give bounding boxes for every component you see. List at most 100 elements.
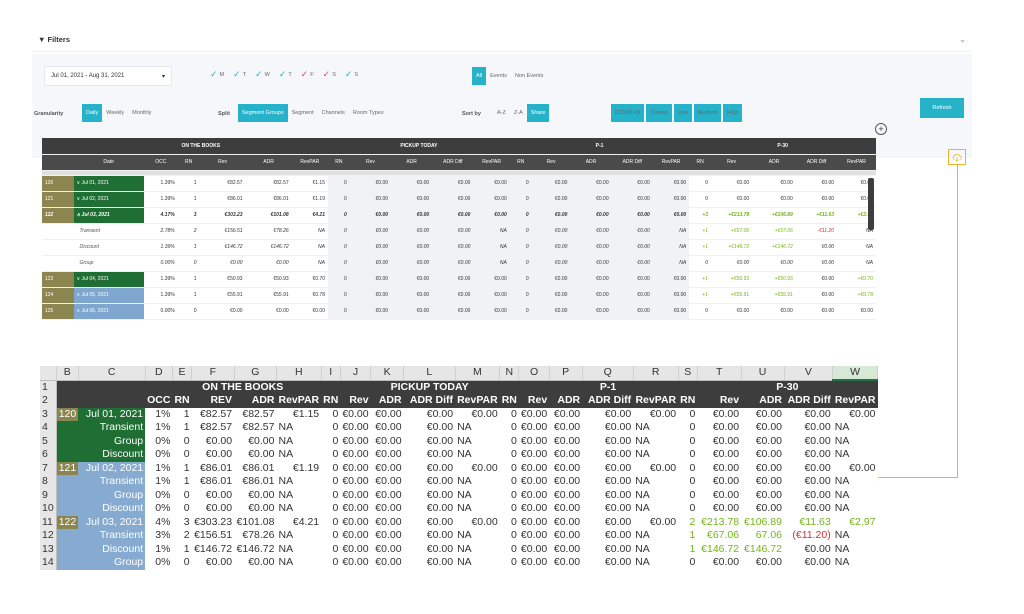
sheet-cell[interactable]: 2 — [689, 515, 696, 528]
row-date[interactable]: ∨ Jul 05, 2021 — [73, 287, 144, 304]
sheet-cell[interactable]: €0.00 — [604, 475, 632, 488]
sheet-cell[interactable]: €0.00 — [604, 556, 632, 569]
sheet-cell[interactable]: 0 — [511, 421, 517, 434]
sheet-cell[interactable]: €4.21 — [292, 515, 320, 528]
sheet-cell[interactable]: €0.00 — [471, 407, 498, 420]
sheet-cell[interactable]: €0.00 — [604, 407, 632, 420]
sheet-cell[interactable]: €0.00 — [205, 488, 233, 501]
sheet-cell[interactable]: 0 — [183, 556, 190, 569]
sheet-cell[interactable]: €0.00 — [712, 488, 740, 501]
sheet-cell[interactable]: 3% — [155, 529, 171, 542]
sheet-cell[interactable]: NA — [278, 475, 294, 488]
sheet-cell[interactable]: €0.00 — [426, 407, 454, 420]
sheet-cell[interactable]: 0 — [689, 448, 696, 461]
sheet-cell[interactable]: €86.01 — [199, 475, 233, 488]
sheet-cell[interactable]: 0 — [511, 475, 517, 488]
sheet-cell[interactable]: NA — [834, 475, 850, 488]
sheet-cell[interactable]: €0.00 — [604, 529, 632, 542]
sheet-cell[interactable]: NA — [834, 542, 850, 555]
sheet-cell[interactable]: 0 — [332, 475, 339, 488]
tag-button[interactable]: COVID-19 — [611, 104, 645, 122]
sheet-cell[interactable]: €0.00 — [471, 461, 498, 474]
sheet-cell[interactable]: 0% — [155, 434, 171, 447]
sheet-cell[interactable]: 0 — [332, 556, 339, 569]
sheet-cell[interactable]: €0.00 — [520, 502, 548, 515]
sheet-cell[interactable]: NA — [834, 448, 850, 461]
row-number[interactable]: 12 — [40, 529, 57, 543]
sheet-row[interactable]: 8 Transient 1% 1 €86.01 €86.01 NA 0 €0.00 €0.00 €0… — [40, 475, 878, 489]
sheet-cell[interactable]: 1 — [183, 461, 190, 474]
column-letter[interactable]: F — [191, 366, 235, 381]
granularity-option[interactable]: Monthly — [132, 110, 152, 116]
row-number[interactable]: 1 — [40, 380, 57, 394]
sheet-cell[interactable]: NA — [278, 488, 294, 501]
sheet-cell[interactable]: €0.00 — [342, 434, 369, 447]
sheet-cell[interactable]: €0.00 — [553, 407, 581, 420]
sheet-cell[interactable]: €0.00 — [604, 421, 632, 434]
sheet-cell[interactable]: 0 — [332, 461, 339, 474]
row-date[interactable]: Discount — [73, 239, 144, 256]
sheet-cell[interactable]: €0.00 — [520, 448, 548, 461]
sheet-cell[interactable]: €67.06 — [706, 529, 740, 542]
sheet-cell[interactable]: €0.00 — [342, 502, 369, 515]
column-letter[interactable]: W — [832, 366, 878, 381]
sheet-cell[interactable]: NA — [278, 502, 294, 515]
grid-column-header[interactable]: ADR Diff — [432, 154, 474, 171]
sheet-cell[interactable]: €106.89 — [744, 515, 782, 528]
sheet-cell[interactable]: €0.00 — [205, 556, 233, 569]
sheet-cell[interactable]: €0.00 — [604, 461, 632, 474]
sheet-cell[interactable]: €0.00 — [553, 515, 581, 528]
row-number[interactable]: 7 — [40, 461, 57, 475]
sheet-cell[interactable]: €0.00 — [604, 502, 632, 515]
grid-column-header[interactable]: RevPAR — [837, 154, 876, 171]
sheet-cell[interactable]: €0.00 — [804, 448, 831, 461]
sheet-cell[interactable]: €0.00 — [342, 488, 369, 501]
grid-row[interactable]: 121 ∨ Jul 02, 2021 1.39% 1 €86.01 €86.01 €1.19… — [42, 191, 876, 208]
sheet-cell[interactable]: 0 — [511, 407, 517, 420]
row-number[interactable]: 10 — [40, 502, 57, 516]
sheet-cell[interactable]: 0 — [183, 448, 190, 461]
column-letter[interactable]: U — [741, 366, 785, 381]
sheet-cell[interactable]: NA — [635, 556, 650, 569]
sheet-cell[interactable]: €0.00 — [375, 421, 402, 434]
sheet-cell[interactable]: €0.00 — [520, 556, 548, 569]
sheet-cell[interactable]: €0.00 — [520, 434, 548, 447]
column-letter[interactable]: H — [276, 366, 322, 381]
sheet-cell[interactable]: €0.00 — [342, 448, 369, 461]
sheet-cell[interactable]: €0.00 — [604, 448, 632, 461]
sheet-cell[interactable]: €0.00 — [375, 515, 402, 528]
sheet-cell[interactable]: €303.23 — [194, 515, 233, 528]
sheet-cell[interactable]: €101.08 — [236, 515, 275, 528]
sheet-cell[interactable]: 1% — [155, 421, 171, 434]
sheet-row[interactable]: 12 Transient 3% 2 €156.51 €78.26 NA 0 €0.00 €0.00… — [40, 529, 878, 543]
date-range-select[interactable]: Jul 01, 2021 - Aug 31, 2021 ▾ — [44, 66, 172, 86]
sheet-cell[interactable]: €156.51 — [194, 529, 233, 542]
sheet-cell[interactable]: €0.00 — [426, 488, 454, 501]
sheet-cell[interactable]: €0.00 — [712, 434, 740, 447]
sheet-cell[interactable]: NA — [457, 556, 472, 569]
sheet-row[interactable]: 7 121 Jul 02, 2021 1% 1 €86.01 €86.01 €1.19 0 €0.… — [40, 461, 878, 475]
sheet-cell[interactable]: €0.00 — [553, 542, 581, 555]
sheet-cell[interactable]: €0.00 — [712, 421, 740, 434]
granularity-option[interactable]: Daily — [82, 104, 103, 122]
sheet-cell[interactable]: €11.63 — [799, 515, 831, 528]
grid-column-header[interactable]: ADR — [391, 154, 433, 171]
row-date[interactable]: ∨ Jul 01, 2021 — [73, 175, 144, 192]
sheet-cell[interactable]: €0.00 — [712, 502, 740, 515]
grid-column-header[interactable]: Rev — [199, 154, 246, 171]
column-letter[interactable]: T — [697, 366, 742, 381]
sheet-cell[interactable]: €0.00 — [342, 542, 369, 555]
row-number[interactable]: 9 — [40, 488, 57, 502]
sheet-cell[interactable]: €86.01 — [199, 461, 233, 474]
sheet-cell[interactable]: €0.00 — [804, 502, 831, 515]
sheet-cell[interactable]: €0.00 — [804, 556, 831, 569]
sheet-cell[interactable]: €0.00 — [426, 461, 454, 474]
sheet-cell[interactable]: €0.00 — [804, 461, 831, 474]
sheet-cell[interactable]: 1% — [155, 407, 171, 420]
sheet-cell[interactable]: €0.00 — [849, 461, 876, 474]
sheet-cell[interactable]: 1 — [183, 542, 190, 555]
sheet-cell[interactable]: €0.00 — [520, 542, 548, 555]
sheet-cell[interactable]: €2.97 — [849, 515, 876, 528]
day-checkbox-2[interactable]: ✓ W — [255, 70, 270, 79]
sheet-cell[interactable]: €0.00 — [755, 475, 782, 488]
